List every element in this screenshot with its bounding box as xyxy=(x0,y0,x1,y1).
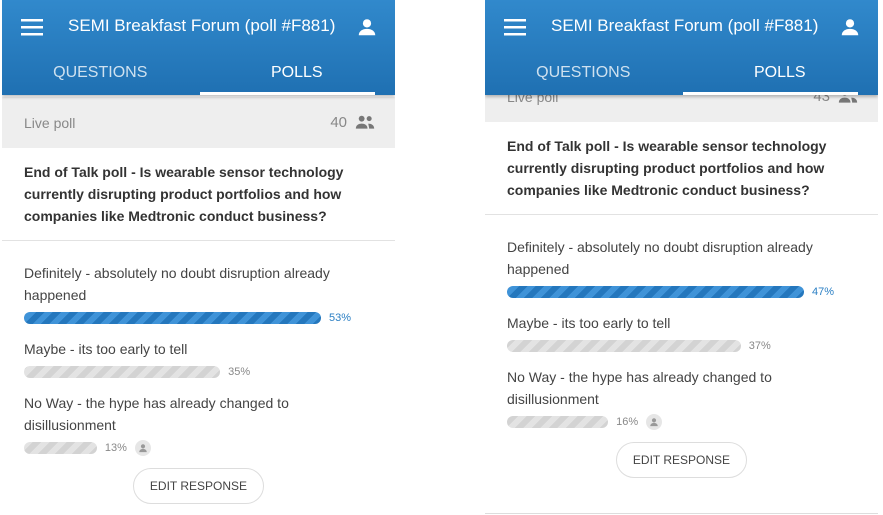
header-title: SEMI Breakfast Forum (poll #F881) xyxy=(551,16,819,35)
poll-body: Live poll 43 End of Talk poll - Is wearabl… xyxy=(485,71,878,478)
result-row: 16% xyxy=(507,414,856,430)
result-percent: 16% xyxy=(616,416,639,428)
poll-option: No Way - the hype has already changed to… xyxy=(24,392,373,456)
poll-option: No Way - the hype has already changed to… xyxy=(507,366,856,430)
poll-body: Live poll 40 End of Talk poll - Is wearabl… xyxy=(2,97,395,504)
result-percent: 47% xyxy=(812,286,835,298)
user-icon xyxy=(841,19,859,36)
result-bar xyxy=(24,442,97,454)
tab[interactable]: POLLS xyxy=(682,50,879,95)
option-label: Definitely - absolutely no doubt disrupt… xyxy=(507,239,813,277)
menu-icon xyxy=(21,19,43,36)
button-wrap: EDIT RESPONSE xyxy=(485,442,878,478)
user-icon xyxy=(358,19,376,36)
people-icon xyxy=(355,115,375,129)
menu-button[interactable] xyxy=(21,18,43,41)
live-poll-row: Live poll 40 xyxy=(2,97,395,148)
app-header: SEMI Breakfast Forum (poll #F881) QUESTIO… xyxy=(485,0,878,95)
phone-screen: SEMI Breakfast Forum (poll #F881) QUESTIO… xyxy=(485,0,878,515)
poll-status: Live poll xyxy=(24,115,76,131)
voter-avatar xyxy=(134,440,151,456)
menu-icon xyxy=(504,19,526,36)
result-bar xyxy=(507,416,609,428)
result-percent: 53% xyxy=(329,312,352,324)
result-row: 53% xyxy=(24,311,373,325)
tab-bar: QUESTIONS POLLS xyxy=(485,50,878,95)
option-label: No Way - the hype has already changed to… xyxy=(507,369,772,407)
poll-question: End of Talk poll - Is wearable sensor te… xyxy=(2,148,395,241)
result-percent: 37% xyxy=(748,340,771,352)
poll-option: Maybe - its too early to tell 35% xyxy=(24,338,373,379)
poll-question: End of Talk poll - Is wearable sensor te… xyxy=(485,122,878,215)
result-row: 47% xyxy=(507,285,856,299)
edit-response-button[interactable]: EDIT RESPONSE xyxy=(132,468,265,504)
participant-count: 40 xyxy=(330,114,347,131)
menu-button[interactable] xyxy=(504,18,526,41)
tab-indicator xyxy=(199,92,375,95)
poll-option: Definitely - absolutely no doubt disrupt… xyxy=(24,262,373,325)
participants-icon xyxy=(355,114,375,133)
poll-options: Definitely - absolutely no doubt disrupt… xyxy=(485,215,878,430)
option-label: Definitely - absolutely no doubt disrupt… xyxy=(24,265,330,303)
header-title: SEMI Breakfast Forum (poll #F881) xyxy=(68,16,336,35)
result-percent: 13% xyxy=(104,442,127,454)
option-label: No Way - the hype has already changed to… xyxy=(24,395,289,433)
result-bar xyxy=(507,286,804,298)
divider xyxy=(485,513,878,514)
result-bar xyxy=(24,366,221,378)
tab-indicator xyxy=(682,92,858,95)
avatar-glyph xyxy=(139,444,147,453)
tab[interactable]: POLLS xyxy=(199,50,396,95)
result-percent: 35% xyxy=(228,366,251,378)
poll-option: Maybe - its too early to tell 37% xyxy=(507,312,856,353)
tab-bar: QUESTIONS POLLS xyxy=(2,50,395,95)
profile-button[interactable] xyxy=(356,16,378,43)
result-bar xyxy=(24,312,321,324)
edit-response-button[interactable]: EDIT RESPONSE xyxy=(615,442,748,478)
tab[interactable]: QUESTIONS xyxy=(53,64,148,81)
poll-options: Definitely - absolutely no doubt disrupt… xyxy=(2,241,395,456)
avatar-glyph xyxy=(650,418,658,427)
option-label: Maybe - its too early to tell xyxy=(507,315,671,331)
result-row: 35% xyxy=(24,365,373,379)
button-wrap: EDIT RESPONSE xyxy=(2,468,395,504)
voter-avatar xyxy=(646,414,663,430)
profile-button[interactable] xyxy=(839,16,861,43)
result-bar xyxy=(507,340,741,352)
result-row: 13% xyxy=(24,440,373,456)
result-row: 37% xyxy=(507,339,856,353)
option-label: Maybe - its too early to tell xyxy=(24,341,188,357)
tab[interactable]: QUESTIONS xyxy=(536,64,631,81)
app-header: SEMI Breakfast Forum (poll #F881) QUESTIO… xyxy=(2,0,395,95)
phone-screen: SEMI Breakfast Forum (poll #F881) QUESTIO… xyxy=(2,0,395,515)
poll-option: Definitely - absolutely no doubt disrupt… xyxy=(507,236,856,299)
